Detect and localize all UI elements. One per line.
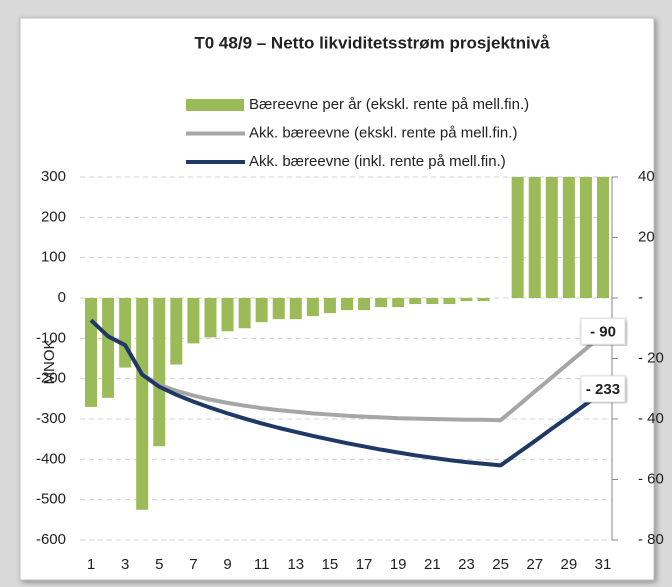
chart-title: T0 48/9 – Netto likviditetsstrøm prosjek… xyxy=(194,33,550,52)
bar xyxy=(443,298,456,305)
bar xyxy=(460,298,473,302)
legend-swatch xyxy=(186,99,244,111)
y-tick-label: 200 xyxy=(41,208,66,225)
y-tick-label: 100 xyxy=(41,249,66,266)
x-tick-label: 31 xyxy=(595,556,612,573)
x-tick-label: 15 xyxy=(322,556,339,573)
y2-tick-label: - 20 xyxy=(638,349,664,366)
x-tick-label: 11 xyxy=(254,556,270,573)
y2-tick-label: - 40 xyxy=(638,410,664,427)
bar xyxy=(119,298,132,368)
bar xyxy=(409,298,422,305)
bar xyxy=(204,298,217,338)
bar xyxy=(358,298,371,311)
bar xyxy=(426,298,439,305)
line xyxy=(89,318,605,468)
bar xyxy=(375,298,388,308)
x-tick-label: 13 xyxy=(287,556,304,573)
y-tick-label: -500 xyxy=(36,491,66,508)
x-tick-label: 19 xyxy=(390,556,407,573)
bar xyxy=(187,298,200,344)
x-tick-label: 17 xyxy=(356,556,373,573)
x-tick-label: 5 xyxy=(155,556,163,573)
bar xyxy=(323,298,336,314)
x-tick-label: 23 xyxy=(458,556,475,573)
value-label-box xyxy=(580,317,626,345)
y2-tick-label: 20 xyxy=(638,228,655,245)
bar xyxy=(238,298,251,329)
value-label: - 90 xyxy=(590,323,616,340)
bar xyxy=(562,177,575,298)
bar xyxy=(136,298,149,510)
bar xyxy=(341,298,353,311)
bar xyxy=(528,177,541,298)
bar xyxy=(289,298,302,320)
bar xyxy=(221,298,234,332)
x-tick-label: 21 xyxy=(424,556,441,573)
bar xyxy=(392,298,405,308)
x-tick-label: 1 xyxy=(87,556,95,573)
value-label: - 233 xyxy=(586,381,620,398)
y2-tick-label: - 80 xyxy=(638,531,664,548)
y2-tick-label: - 60 xyxy=(638,470,664,487)
x-tick-label: 27 xyxy=(526,556,543,573)
legend-label: Akk. bæreevne (ekskl. rente på mell.fin.… xyxy=(249,124,517,141)
bar xyxy=(477,298,490,302)
x-tick-label: 29 xyxy=(561,556,578,573)
x-tick-label: 9 xyxy=(223,556,231,573)
bar xyxy=(597,177,609,298)
value-label-box xyxy=(580,375,626,403)
bar xyxy=(306,298,319,317)
bar xyxy=(153,298,166,447)
bar xyxy=(545,177,558,298)
y-tick-label: 300 xyxy=(41,168,66,185)
bar xyxy=(255,298,268,323)
y-tick-label: -600 xyxy=(36,531,66,548)
bar xyxy=(579,177,592,298)
y-tick-label: 0 xyxy=(58,289,66,306)
y-axis-label: MNOK xyxy=(41,340,58,385)
plot-area xyxy=(85,177,609,510)
x-tick-label: 3 xyxy=(121,556,129,573)
line xyxy=(89,318,605,423)
x-tick-label: 7 xyxy=(189,556,197,573)
legend-label: Bæreevne per år (ekskl. rente på mell.fi… xyxy=(249,96,529,113)
y-tick-label: -400 xyxy=(36,450,66,467)
y-tick-label: -100 xyxy=(36,329,66,346)
y2-tick-label: 40 xyxy=(638,168,655,185)
bar xyxy=(102,298,115,398)
x-tick-label: 25 xyxy=(492,556,509,573)
bar xyxy=(272,298,285,320)
y2-tick-label: - xyxy=(638,289,643,306)
y-tick-label: -200 xyxy=(36,370,66,387)
bar xyxy=(85,298,97,407)
bar xyxy=(511,177,524,298)
legend-label: Akk. bæreevne (inkl. rente på mell.fin.) xyxy=(249,153,506,170)
y-tick-label: -300 xyxy=(36,410,66,427)
bar xyxy=(170,298,183,365)
